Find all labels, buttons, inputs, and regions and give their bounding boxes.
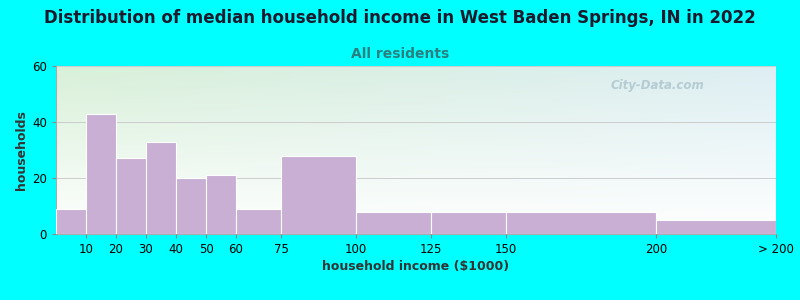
Bar [506, 212, 656, 234]
Bar [236, 209, 281, 234]
Bar [176, 178, 206, 234]
Text: Distribution of median household income in West Baden Springs, IN in 2022: Distribution of median household income … [44, 9, 756, 27]
Bar [206, 175, 236, 234]
Text: All residents: All residents [351, 46, 449, 61]
X-axis label: household income ($1000): household income ($1000) [322, 260, 510, 273]
Bar [116, 158, 146, 234]
Bar [431, 212, 506, 234]
Y-axis label: households: households [15, 110, 28, 190]
Bar [86, 114, 116, 234]
Bar [56, 209, 86, 234]
Bar [281, 156, 356, 234]
Bar [356, 212, 431, 234]
Text: City-Data.com: City-Data.com [610, 80, 704, 92]
Bar [146, 142, 176, 234]
Bar [656, 220, 776, 234]
